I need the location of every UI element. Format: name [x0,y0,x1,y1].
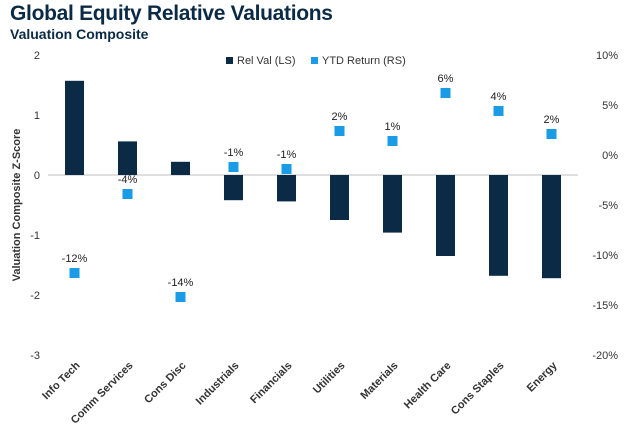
bar-series [65,80,561,279]
legend-swatch-ytd-return [311,57,318,64]
data-label: -14% [168,277,194,289]
bar [65,80,84,175]
right-axis-tick-label: -20% [592,350,618,362]
right-axis-tick-label: -10% [592,250,618,262]
left-axis-tick-label: -1 [30,230,40,242]
scatter-point [122,189,133,199]
left-axis-tick-label: 2 [34,50,40,62]
bar [277,175,296,202]
right-axis: 10% 5% 0% -5% -10% -15% -20% [592,50,618,362]
data-label: 4% [491,91,507,103]
category-label: Utilities [311,360,348,397]
right-axis-tick-label: -15% [592,300,618,312]
bar [224,175,243,201]
legend-label-rel-val: Rel Val (LS) [237,55,295,67]
category-label: Cons Staples [449,360,507,418]
category-label: Info Tech [40,359,83,402]
category-label: Cons Disc [142,360,189,407]
left-axis-tick-label: 0 [34,170,40,182]
chart-subtitle: Valuation Composite [10,26,149,42]
chart-title: Global Equity Relative Valuations [10,2,333,25]
category-label: Materials [358,360,400,402]
bar [542,175,561,279]
bar [383,175,402,233]
legend-swatch-rel-val [226,57,233,64]
data-label: -1% [277,149,297,161]
left-axis-tick-label: -3 [30,350,40,362]
legend[interactable]: Rel Val (LS) YTD Return (RS) [226,55,406,67]
scatter-series [69,88,557,302]
bar [489,175,508,276]
scatter-point [546,129,557,139]
left-axis-tick-label: -2 [30,290,40,302]
left-axis-tick-label: 1 [34,110,40,122]
data-label: -1% [224,147,244,159]
bar [171,161,190,175]
bar [436,175,455,256]
legend-label-ytd-return: YTD Return (RS) [322,55,406,67]
scatter-point [334,126,345,136]
category-label: Financials [248,360,295,407]
scatter-point [387,136,398,146]
scatter-point [69,268,80,278]
scatter-point [440,88,451,98]
data-label: 2% [544,114,560,126]
data-label: 1% [385,121,401,133]
data-label: -4% [118,174,138,186]
category-label: Industrials [194,360,242,408]
right-axis-tick-label: 5% [602,100,618,112]
scatter-point [175,292,186,302]
scatter-point [281,164,292,174]
bar [330,175,349,220]
right-axis-tick-label: -5% [598,200,618,212]
scatter-point [493,106,504,116]
bar [118,141,137,175]
right-axis-tick-label: 0% [602,150,618,162]
scatter-point [228,162,239,172]
category-label: Health Care [402,360,454,412]
data-labels: -12% -4% -14% -1% -1% 2% 1% 6% 4% 2% [62,73,560,289]
right-axis-tick-label: 10% [596,50,618,62]
data-label: 2% [332,111,348,123]
y-axis-label: Valuation Composite Z-Score [11,129,23,282]
category-label: Energy [525,359,560,394]
data-label: 6% [438,73,454,85]
left-axis: 2 1 0 -1 -2 -3 [30,50,40,362]
data-label: -12% [62,253,88,265]
